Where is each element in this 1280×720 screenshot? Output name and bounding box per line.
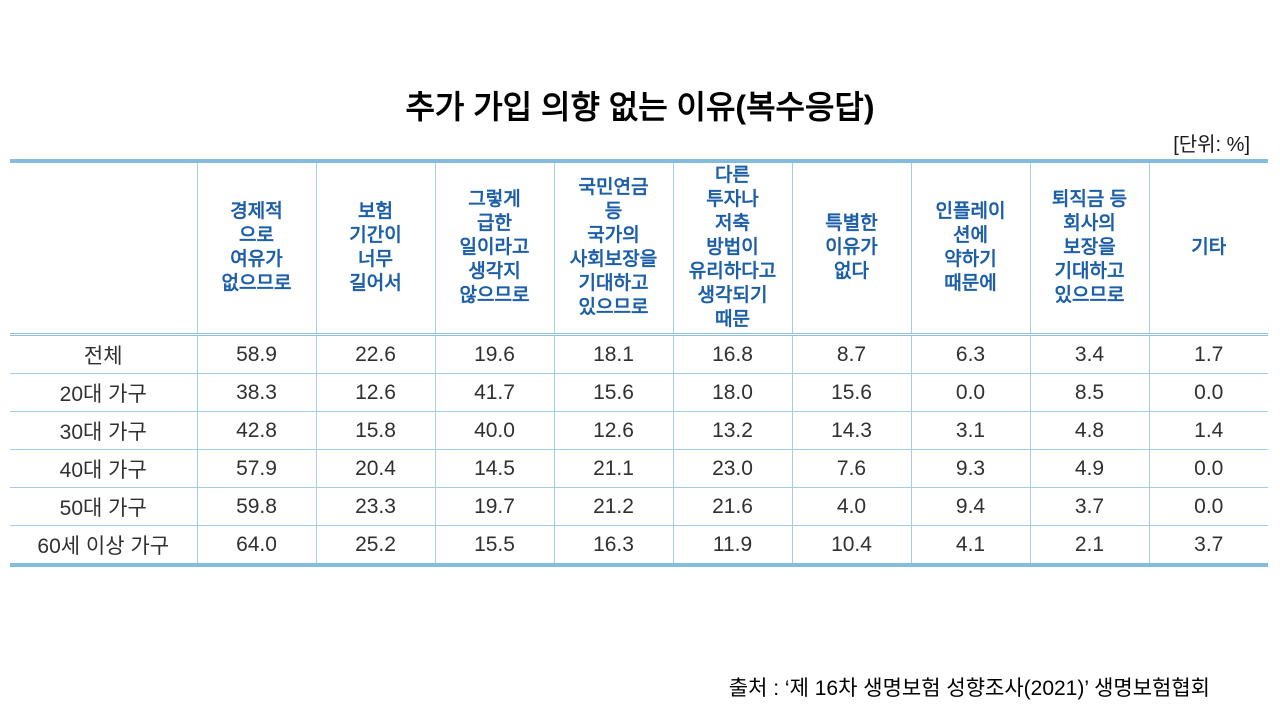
value-cell: 14.3 bbox=[791, 411, 911, 450]
column-header: 국민연금 등 국가의 사회보장을 기대하고 있으므로 bbox=[553, 161, 673, 336]
value-cell: 41.7 bbox=[434, 373, 554, 412]
value-cell: 58.9 bbox=[196, 334, 316, 374]
value-cell: 8.5 bbox=[1029, 373, 1149, 412]
value-cell: 14.5 bbox=[434, 449, 554, 488]
value-cell: 21.6 bbox=[672, 487, 792, 526]
column-header: 그렇게 급한 일이라고 생각지 않으므로 bbox=[434, 161, 554, 336]
row-label: 40대 가구 bbox=[10, 449, 197, 488]
value-cell: 19.7 bbox=[434, 487, 554, 526]
value-cell: 40.0 bbox=[434, 411, 554, 450]
page-title: 추가 가입 의향 없는 이유(복수응답) bbox=[405, 89, 875, 125]
value-cell: 0.0 bbox=[1148, 487, 1268, 526]
row-label: 전체 bbox=[10, 334, 197, 374]
source-caption: 출처 : ‘제 16차 생명보험 성향조사(2021)’ 생명보험협회 bbox=[728, 677, 1210, 700]
value-cell: 12.6 bbox=[553, 411, 673, 450]
column-header: 경제적 으로 여유가 없으므로 bbox=[196, 161, 316, 336]
value-cell: 8.7 bbox=[791, 334, 911, 374]
value-cell: 64.0 bbox=[196, 525, 316, 565]
column-header: 인플레이 션에 약하기 때문에 bbox=[910, 161, 1030, 336]
value-cell: 20.4 bbox=[315, 449, 435, 488]
table-row: 50대 가구 59.8 23.3 19.7 21.2 21.6 4.0 9.4 … bbox=[10, 487, 1268, 526]
value-cell: 10.4 bbox=[791, 525, 911, 565]
column-header: 다른 투자나 저축 방법이 유리하다고 생각되기 때문 bbox=[672, 161, 792, 336]
value-cell: 3.7 bbox=[1029, 487, 1149, 526]
row-label: 20대 가구 bbox=[10, 373, 197, 412]
value-cell: 15.6 bbox=[791, 373, 911, 412]
value-cell: 15.6 bbox=[553, 373, 673, 412]
value-cell: 18.0 bbox=[672, 373, 792, 412]
value-cell: 57.9 bbox=[196, 449, 316, 488]
table-row: 40대 가구 57.9 20.4 14.5 21.1 23.0 7.6 9.3 … bbox=[10, 449, 1268, 488]
value-cell: 9.4 bbox=[910, 487, 1030, 526]
value-cell: 9.3 bbox=[910, 449, 1030, 488]
table-row: 전체 58.9 22.6 19.6 18.1 16.8 8.7 6.3 3.4 … bbox=[10, 334, 1268, 374]
value-cell: 18.1 bbox=[553, 334, 673, 374]
value-cell: 21.1 bbox=[553, 449, 673, 488]
value-cell: 6.3 bbox=[910, 334, 1030, 374]
row-label: 30대 가구 bbox=[10, 411, 197, 450]
row-label: 60세 이상 가구 bbox=[10, 525, 197, 565]
value-cell: 13.2 bbox=[672, 411, 792, 450]
table-row: 60세 이상 가구 64.0 25.2 15.5 16.3 11.9 10.4 … bbox=[10, 525, 1268, 565]
value-cell: 4.9 bbox=[1029, 449, 1149, 488]
value-cell: 3.4 bbox=[1029, 334, 1149, 374]
data-table: 경제적 으로 여유가 없으므로 보험 기간이 너무 길어서 그렇게 급한 일이라… bbox=[10, 159, 1268, 567]
value-cell: 4.8 bbox=[1029, 411, 1149, 450]
value-cell: 42.8 bbox=[196, 411, 316, 450]
value-cell: 16.3 bbox=[553, 525, 673, 565]
value-cell: 22.6 bbox=[315, 334, 435, 374]
value-cell: 0.0 bbox=[1148, 373, 1268, 412]
row-label: 50대 가구 bbox=[10, 487, 197, 526]
value-cell: 19.6 bbox=[434, 334, 554, 374]
value-cell: 0.0 bbox=[1148, 449, 1268, 488]
corner-cell bbox=[10, 161, 197, 336]
value-cell: 25.2 bbox=[315, 525, 435, 565]
unit-label: [단위: %] bbox=[1173, 134, 1250, 156]
value-cell: 16.8 bbox=[672, 334, 792, 374]
value-cell: 59.8 bbox=[196, 487, 316, 526]
value-cell: 23.3 bbox=[315, 487, 435, 526]
column-header: 특별한 이유가 없다 bbox=[791, 161, 911, 336]
table-row: 20대 가구 38.3 12.6 41.7 15.6 18.0 15.6 0.0… bbox=[10, 373, 1268, 412]
value-cell: 4.1 bbox=[910, 525, 1030, 565]
value-cell: 21.2 bbox=[553, 487, 673, 526]
column-header: 보험 기간이 너무 길어서 bbox=[315, 161, 435, 336]
value-cell: 4.0 bbox=[791, 487, 911, 526]
value-cell: 1.7 bbox=[1148, 334, 1268, 374]
value-cell: 3.1 bbox=[910, 411, 1030, 450]
header-row: 경제적 으로 여유가 없으므로 보험 기간이 너무 길어서 그렇게 급한 일이라… bbox=[10, 161, 1268, 336]
value-cell: 23.0 bbox=[672, 449, 792, 488]
value-cell: 15.8 bbox=[315, 411, 435, 450]
value-cell: 15.5 bbox=[434, 525, 554, 565]
column-header: 기타 bbox=[1148, 161, 1268, 336]
value-cell: 2.1 bbox=[1029, 525, 1149, 565]
value-cell: 11.9 bbox=[672, 525, 792, 565]
value-cell: 1.4 bbox=[1148, 411, 1268, 450]
value-cell: 0.0 bbox=[910, 373, 1030, 412]
value-cell: 12.6 bbox=[315, 373, 435, 412]
table-row: 30대 가구 42.8 15.8 40.0 12.6 13.2 14.3 3.1… bbox=[10, 411, 1268, 450]
column-header: 퇴직금 등 회사의 보장을 기대하고 있으므로 bbox=[1029, 161, 1149, 336]
value-cell: 38.3 bbox=[196, 373, 316, 412]
value-cell: 3.7 bbox=[1148, 525, 1268, 565]
value-cell: 7.6 bbox=[791, 449, 911, 488]
